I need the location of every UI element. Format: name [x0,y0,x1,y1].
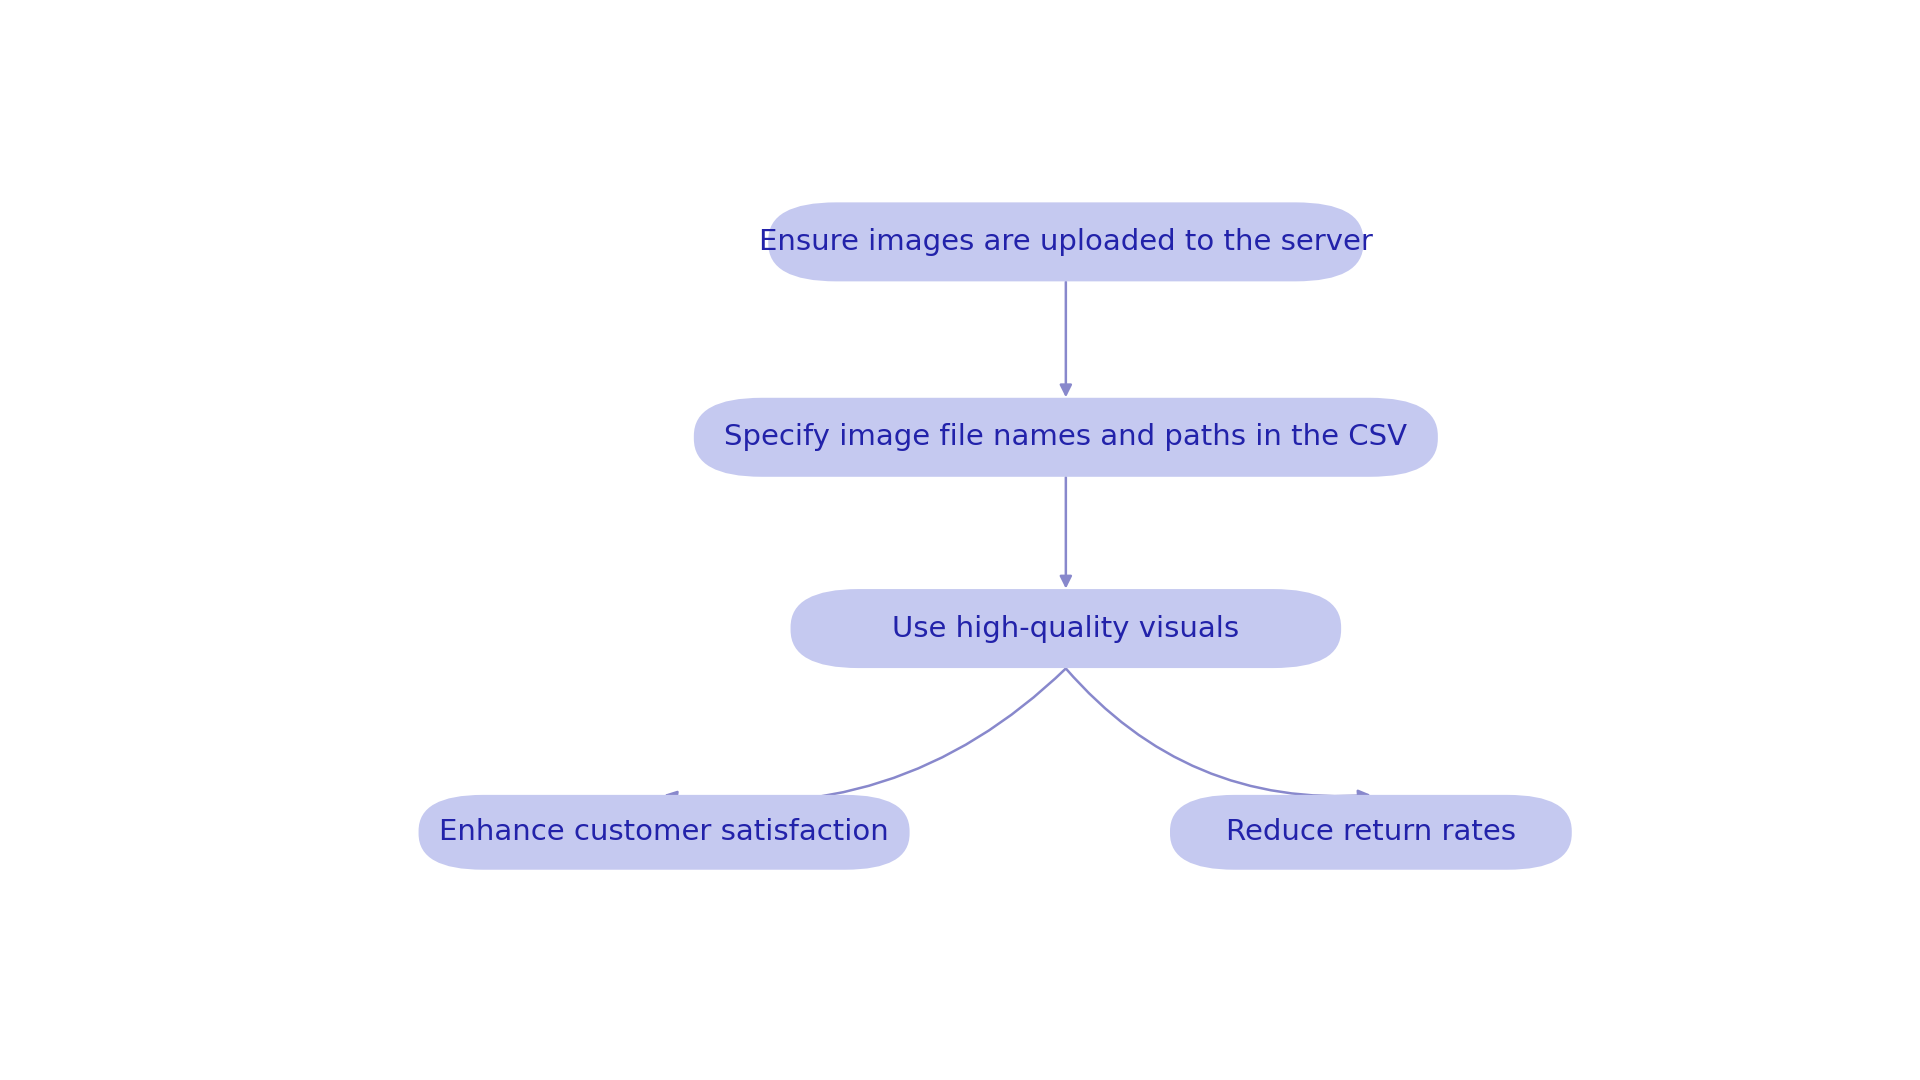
Text: Specify image file names and paths in the CSV: Specify image file names and paths in th… [724,423,1407,451]
Text: Use high-quality visuals: Use high-quality visuals [893,615,1240,643]
FancyBboxPatch shape [791,589,1340,669]
Text: Enhance customer satisfaction: Enhance customer satisfaction [440,819,889,847]
FancyBboxPatch shape [1169,795,1572,869]
FancyBboxPatch shape [768,202,1363,282]
FancyBboxPatch shape [693,397,1438,476]
Text: Ensure images are uploaded to the server: Ensure images are uploaded to the server [758,228,1373,256]
Text: Reduce return rates: Reduce return rates [1225,819,1517,847]
FancyBboxPatch shape [419,795,910,869]
